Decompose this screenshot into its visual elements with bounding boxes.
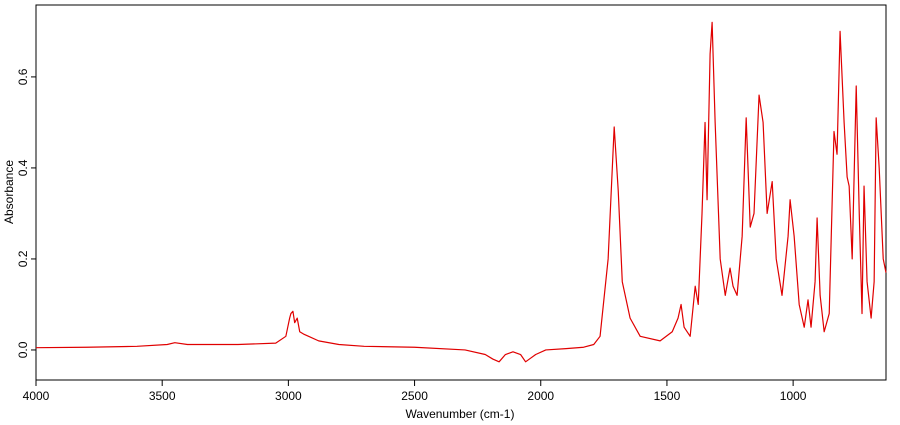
y-tick-label: 0.4 [16, 159, 30, 176]
plot-frame [35, 4, 887, 381]
x-axis-label: Wavenumber (cm-1) [406, 407, 515, 421]
x-tick-label: 1000 [780, 389, 807, 403]
x-tick-label: 4000 [23, 389, 50, 403]
y-tick-label: 0.0 [16, 341, 30, 358]
y-tick-label: 0.2 [16, 250, 30, 267]
x-tick-label: 2500 [401, 389, 428, 403]
x-tick-label: 1500 [654, 389, 681, 403]
x-tick-label: 2000 [527, 389, 554, 403]
y-tick-label: 0.6 [16, 68, 30, 85]
x-tick-label: 3500 [149, 389, 176, 403]
spectrum-line [35, 21, 887, 363]
x-tick-label: 3000 [275, 389, 302, 403]
y-axis-label: Absorbance [2, 160, 16, 224]
